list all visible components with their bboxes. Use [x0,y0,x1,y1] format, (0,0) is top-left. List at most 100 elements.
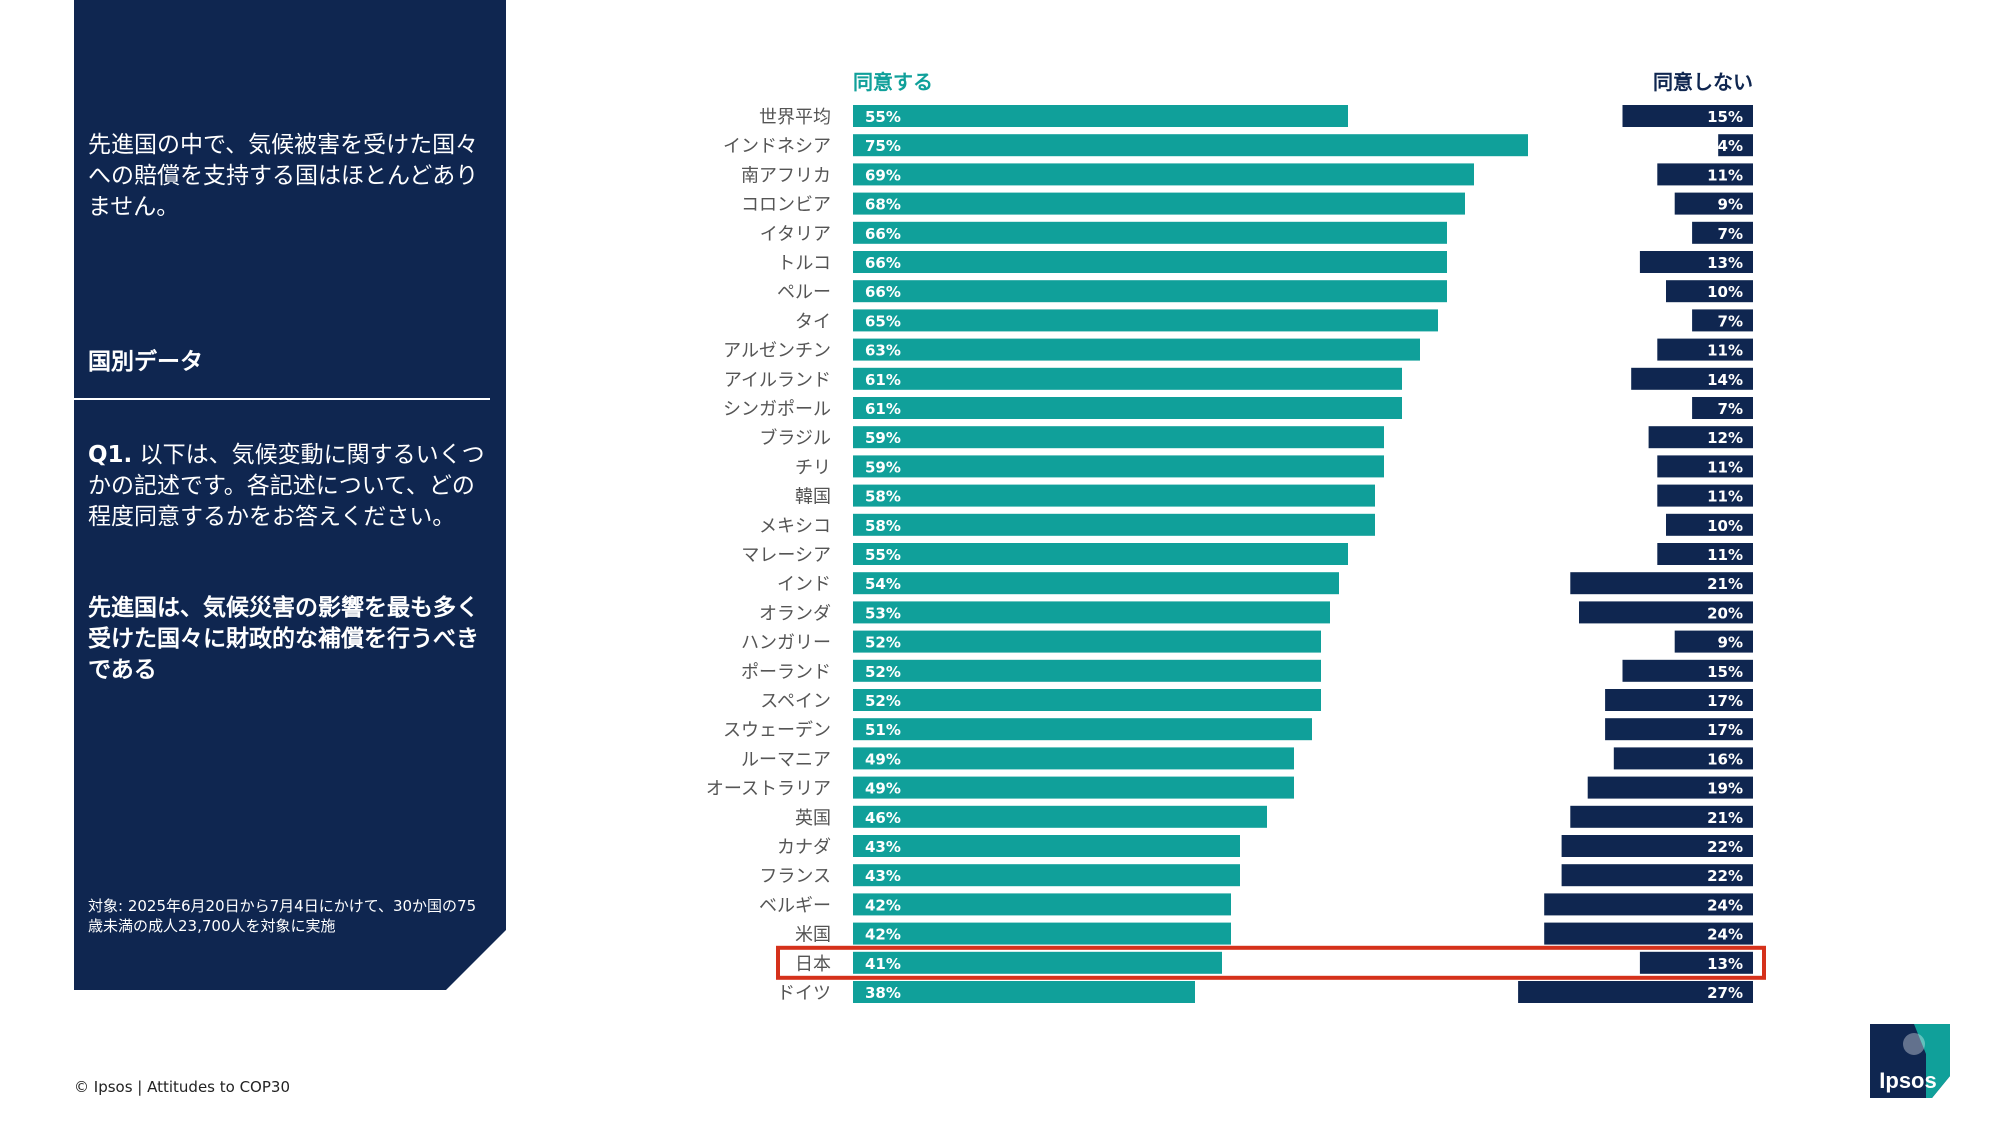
country-label-row-21: スペイン [760,691,831,712]
agree-value-row-28: 42% [865,896,901,914]
disagree-value-row-21: 17% [1707,692,1743,710]
disagree-value-row-19: 9% [1718,634,1743,652]
agree-value-row-7: 66% [865,283,901,301]
agree-bar-row-8 [853,309,1438,332]
disagree-bar-row-15 [1666,513,1753,536]
country-label-row-25: 英国 [795,808,831,829]
disagree-bar-row-27 [1561,864,1753,887]
agree-bar-row-30 [853,951,1222,974]
disagree-bar-row-20 [1622,659,1753,682]
agree-bar-row-13 [853,455,1384,478]
country-label-row-1: 世界平均 [759,107,831,128]
disagree-bar-row-28 [1544,893,1753,916]
disagree-bar-row-6 [1639,251,1753,273]
agree-bar-row-6 [853,251,1447,273]
disagree-bar-row-7 [1666,280,1753,303]
disagree-bar-row-2 [1718,134,1753,157]
disagree-bar-row-11 [1692,397,1753,419]
agree-bar-row-27 [853,864,1240,887]
disagree-value-row-17: 21% [1707,575,1743,593]
agree-bar-row-14 [853,484,1375,507]
country-label-row-23: ルーマニア [741,749,831,770]
agree-bar-row-28 [853,893,1231,916]
country-label-row-17: インド [777,574,831,595]
disagree-bar-row-12 [1648,426,1753,449]
disagree-value-row-16: 11% [1707,546,1743,564]
disagree-value-row-10: 14% [1707,371,1743,389]
agree-value-row-6: 66% [865,254,901,272]
agree-bar-row-15 [853,513,1375,536]
country-label-row-11: シンガポール [723,399,831,420]
agree-value-row-20: 52% [865,663,901,681]
country-label-row-12: ブラジル [759,427,831,449]
agree-value-row-30: 41% [865,955,901,973]
agree-bar-row-23 [853,747,1294,770]
agree-value-row-17: 54% [865,575,901,593]
disagree-value-row-1: 15% [1707,108,1743,126]
country-label-row-5: イタリア [760,224,831,245]
country-label-row-19: ハンガリー [741,633,831,654]
agree-value-row-19: 52% [865,634,901,652]
logo-text: Ipsos [1879,1068,1936,1093]
disagree-value-row-9: 11% [1707,342,1743,360]
disagree-value-row-31: 27% [1707,984,1743,1002]
disagree-value-row-24: 19% [1707,780,1743,798]
question-text: Q1. 以下は、気候変動に関するいくつかの記述です。各記述について、どの程度同意… [88,440,488,533]
statement-text: 先進国は、気候災害の影響を最も多く受けた国々に財政的な補償を行うべきである [88,595,479,683]
agree-bar-row-11 [853,397,1402,419]
disagree-value-row-2: 4% [1718,137,1743,155]
disagree-value-row-26: 22% [1707,838,1743,856]
country-label-row-6: トルコ [777,253,831,274]
agree-value-row-10: 61% [865,371,901,389]
agree-bar-row-10 [853,367,1402,390]
disagree-bar-row-3 [1657,163,1753,186]
section-divider [74,398,490,400]
agree-bar-row-21 [853,689,1321,711]
base-note: 対象: 2025年6月20日から7月4日にかけて、30か国の75歳未満の成人23… [88,897,477,935]
disagree-value-row-6: 13% [1707,254,1743,272]
disagree-value-row-15: 10% [1707,517,1743,535]
country-label-row-29: 米国 [795,925,831,946]
country-label-row-27: フランス [759,866,831,887]
agree-value-row-16: 55% [865,546,901,564]
agree-bar-row-26 [853,835,1240,857]
agree-value-row-23: 49% [865,750,901,768]
country-label-row-28: ベルギー [759,895,831,916]
agree-bar-row-16 [853,543,1348,565]
country-label-row-22: スウェーデン [723,720,831,741]
disagree-bar-row-18 [1579,601,1753,624]
disagree-bar-row-23 [1613,747,1753,770]
agree-value-row-12: 59% [865,429,901,447]
disagree-value-row-29: 24% [1707,926,1743,944]
disagree-bar-row-19 [1674,630,1753,653]
disagree-bar-row-1 [1622,105,1753,127]
question-body: 以下は、気候変動に関するいくつかの記述です。各記述について、どの程度同意するかを… [88,442,485,530]
agree-value-row-13: 59% [865,458,901,476]
disagree-value-row-8: 7% [1718,312,1743,330]
disagree-value-row-18: 20% [1707,604,1743,622]
copyright-footer: © Ipsos | Attitudes to COP30 [74,1078,290,1096]
agree-value-row-18: 53% [865,604,901,622]
agree-bar-row-19 [853,630,1321,653]
agree-value-row-3: 69% [865,166,901,184]
disagree-value-row-23: 16% [1707,750,1743,768]
section-title: 国別データ [88,349,203,375]
disagree-bar-row-21 [1605,689,1753,711]
agree-bar-row-7 [853,280,1447,303]
disagree-value-row-28: 24% [1707,896,1743,914]
intro-text: 先進国の中で、気候被害を受けた国々への賠償を支持する国はほとんどありません。 [88,132,479,220]
agree-bar-row-4 [853,192,1465,215]
country-label-row-3: 南アフリカ [741,165,831,186]
country-label-row-15: メキシコ [759,516,831,537]
disagree-bar-row-16 [1657,543,1753,565]
disagree-value-row-3: 11% [1707,166,1743,184]
country-label-row-10: アイルランド [724,370,831,391]
disagree-value-row-25: 21% [1707,809,1743,827]
agree-bar-row-12 [853,426,1384,449]
disagree-bar-row-10 [1631,367,1753,390]
agree-bar-row-22 [853,718,1312,741]
disagree-bar-row-8 [1692,309,1753,332]
agree-bar-row-24 [853,776,1294,799]
country-label-row-31: ドイツ [777,983,831,1004]
